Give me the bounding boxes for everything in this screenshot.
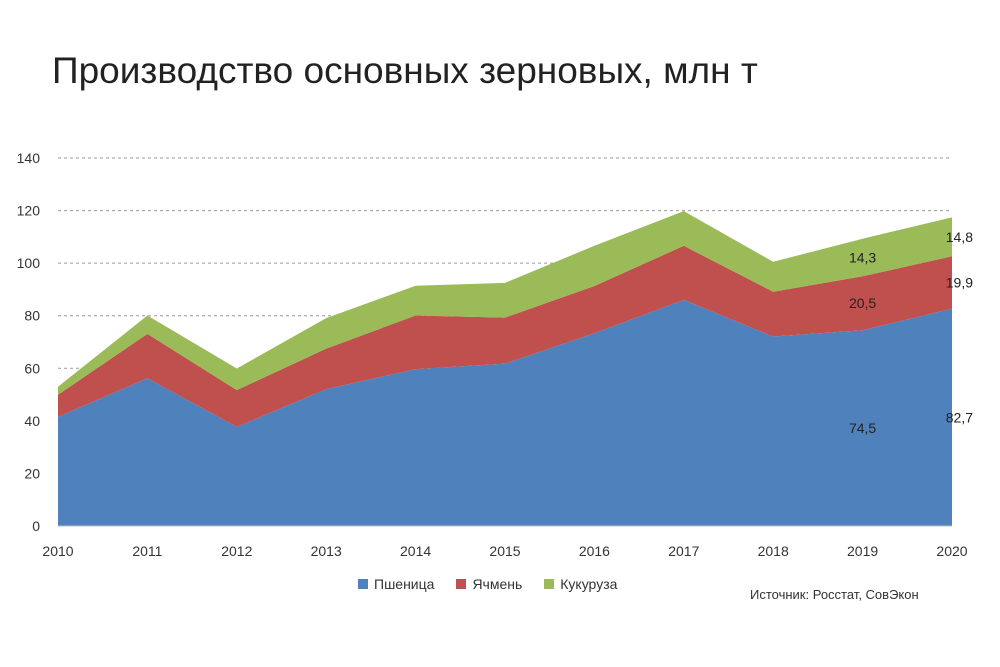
- data-label: 14,3: [849, 249, 876, 265]
- legend-label-corn: Кукуруза: [560, 576, 618, 592]
- x-tick-label: 2010: [42, 543, 73, 559]
- x-tick-label: 2015: [489, 543, 520, 559]
- legend-swatch-corn: [544, 579, 555, 589]
- y-tick-label: 60: [24, 360, 40, 376]
- x-tick-label: 2018: [758, 543, 789, 559]
- x-tick-label: 2013: [311, 543, 342, 559]
- area-wheat: [58, 299, 952, 526]
- area-corn: [58, 211, 952, 395]
- data-labels: 74,5 82,7 20,5 19,9 14,3 14,8: [849, 229, 973, 436]
- y-tick-label: 80: [24, 308, 40, 324]
- x-tick-label: 2012: [221, 543, 252, 559]
- y-tick-label: 20: [24, 465, 40, 481]
- legend-item-barley: Ячмень: [456, 576, 522, 592]
- y-tick-label: 40: [24, 413, 40, 429]
- data-label: 74,5: [849, 420, 876, 436]
- area-series: [58, 211, 952, 526]
- data-label: 82,7: [946, 409, 973, 425]
- legend-label-barley: Ячмень: [472, 576, 523, 592]
- legend-item-corn: Кукуруза: [544, 576, 617, 592]
- source-note: Источник: Росстат, СовЭкон: [750, 587, 919, 602]
- x-tick-label: 2020: [936, 543, 967, 559]
- y-tick-label: 120: [17, 203, 41, 219]
- x-tick-label: 2014: [400, 543, 431, 559]
- y-tick-label: 140: [17, 150, 41, 166]
- data-label: 19,9: [946, 274, 973, 290]
- chart-title: Производство основных зерновых, млн т: [52, 50, 758, 91]
- legend-swatch-wheat: [358, 579, 368, 589]
- x-tick-label: 2011: [132, 543, 162, 559]
- y-tick-label: 0: [32, 518, 40, 534]
- x-tick-label: 2016: [579, 543, 610, 559]
- y-tick-label: 100: [17, 255, 41, 271]
- legend: Пшеница Ячмень Кукуруза: [358, 576, 617, 592]
- data-label: 20,5: [849, 295, 876, 311]
- data-label: 14,8: [946, 229, 973, 245]
- legend-label-wheat: Пшеница: [374, 576, 435, 592]
- area-barley: [58, 245, 952, 427]
- x-tick-label: 2019: [847, 543, 878, 559]
- axes: 0 20 40 60 80 100 120 140 2010 2011 2012 2013 2014 20…: [17, 150, 968, 559]
- legend-swatch-barley: [456, 579, 467, 589]
- x-tick-label: 2017: [668, 543, 699, 559]
- legend-item-wheat: Пшеница: [358, 576, 434, 592]
